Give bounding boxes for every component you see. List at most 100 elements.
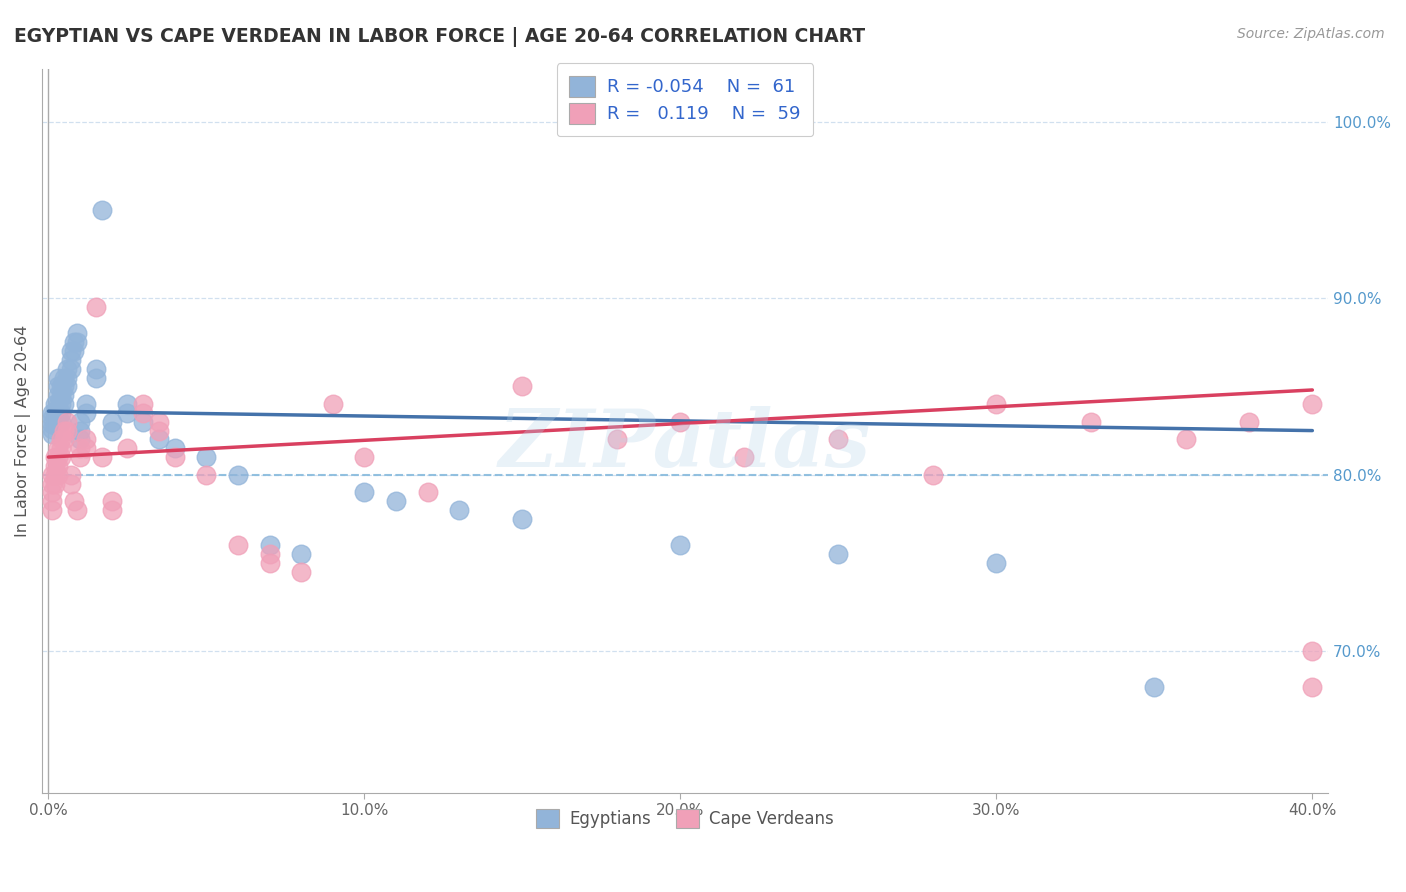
Point: [49, 406, 72, 420]
Point: [132, 397, 155, 411]
Point: [49, 442, 72, 456]
Point: [353, 450, 375, 464]
Point: [59, 467, 82, 482]
Point: [46, 388, 69, 402]
Point: [53, 397, 76, 411]
Point: [46, 406, 69, 420]
Point: [290, 565, 312, 579]
Point: [44, 476, 66, 491]
Point: [44, 418, 66, 433]
Point: [53, 388, 76, 402]
Point: [53, 433, 76, 447]
Point: [353, 485, 375, 500]
Point: [84, 370, 107, 384]
Point: [53, 370, 76, 384]
Point: [100, 503, 122, 517]
Point: [259, 547, 281, 561]
Point: [41, 467, 63, 482]
Legend: Egyptians, Cape Verdeans: Egyptians, Cape Verdeans: [530, 803, 841, 835]
Text: Source: ZipAtlas.com: Source: ZipAtlas.com: [1237, 27, 1385, 41]
Point: [53, 379, 76, 393]
Point: [1301, 680, 1323, 694]
Point: [49, 433, 72, 447]
Point: [148, 415, 170, 429]
Point: [46, 450, 69, 464]
Point: [148, 424, 170, 438]
Point: [56, 361, 79, 376]
Point: [44, 404, 66, 418]
Point: [41, 427, 63, 442]
Point: [46, 442, 69, 456]
Point: [41, 422, 63, 436]
Point: [922, 467, 945, 482]
Point: [100, 494, 122, 508]
Point: [669, 415, 692, 429]
Point: [512, 512, 534, 526]
Point: [163, 442, 186, 456]
Point: [100, 415, 122, 429]
Point: [56, 379, 79, 393]
Point: [59, 344, 82, 359]
Point: [75, 406, 97, 420]
Point: [669, 538, 692, 552]
Point: [66, 326, 89, 341]
Point: [827, 547, 849, 561]
Point: [148, 433, 170, 447]
Point: [69, 433, 91, 447]
Point: [66, 335, 89, 350]
Point: [59, 476, 82, 491]
Point: [91, 450, 114, 464]
Point: [117, 397, 139, 411]
Point: [1237, 415, 1260, 429]
Point: [59, 353, 82, 368]
Point: [290, 547, 312, 561]
Point: [62, 335, 84, 350]
Point: [512, 379, 534, 393]
Point: [69, 442, 91, 456]
Point: [226, 467, 249, 482]
Point: [62, 344, 84, 359]
Point: [195, 450, 218, 464]
Point: [44, 397, 66, 411]
Point: [84, 300, 107, 314]
Point: [66, 503, 89, 517]
Point: [41, 476, 63, 491]
Point: [226, 538, 249, 552]
Point: [75, 397, 97, 411]
Point: [132, 415, 155, 429]
Point: [259, 556, 281, 570]
Point: [69, 424, 91, 438]
Text: ZIPatlas: ZIPatlas: [499, 407, 872, 483]
Point: [41, 417, 63, 431]
Point: [41, 503, 63, 517]
Point: [449, 503, 471, 517]
Point: [1080, 415, 1102, 429]
Point: [827, 433, 849, 447]
Point: [46, 379, 69, 393]
Point: [56, 415, 79, 429]
Point: [75, 442, 97, 456]
Point: [49, 397, 72, 411]
Point: [733, 450, 755, 464]
Point: [1301, 644, 1323, 658]
Point: [46, 415, 69, 429]
Point: [1143, 680, 1166, 694]
Point: [44, 458, 66, 473]
Point: [75, 433, 97, 447]
Point: [163, 450, 186, 464]
Point: [56, 424, 79, 438]
Point: [44, 411, 66, 425]
Point: [322, 397, 344, 411]
Point: [69, 450, 91, 464]
Point: [1301, 397, 1323, 411]
Point: [49, 388, 72, 402]
Point: [59, 361, 82, 376]
Point: [986, 397, 1008, 411]
Point: [46, 370, 69, 384]
Point: [49, 415, 72, 429]
Point: [117, 442, 139, 456]
Point: [44, 450, 66, 464]
Point: [117, 406, 139, 420]
Point: [49, 450, 72, 464]
Point: [44, 467, 66, 482]
